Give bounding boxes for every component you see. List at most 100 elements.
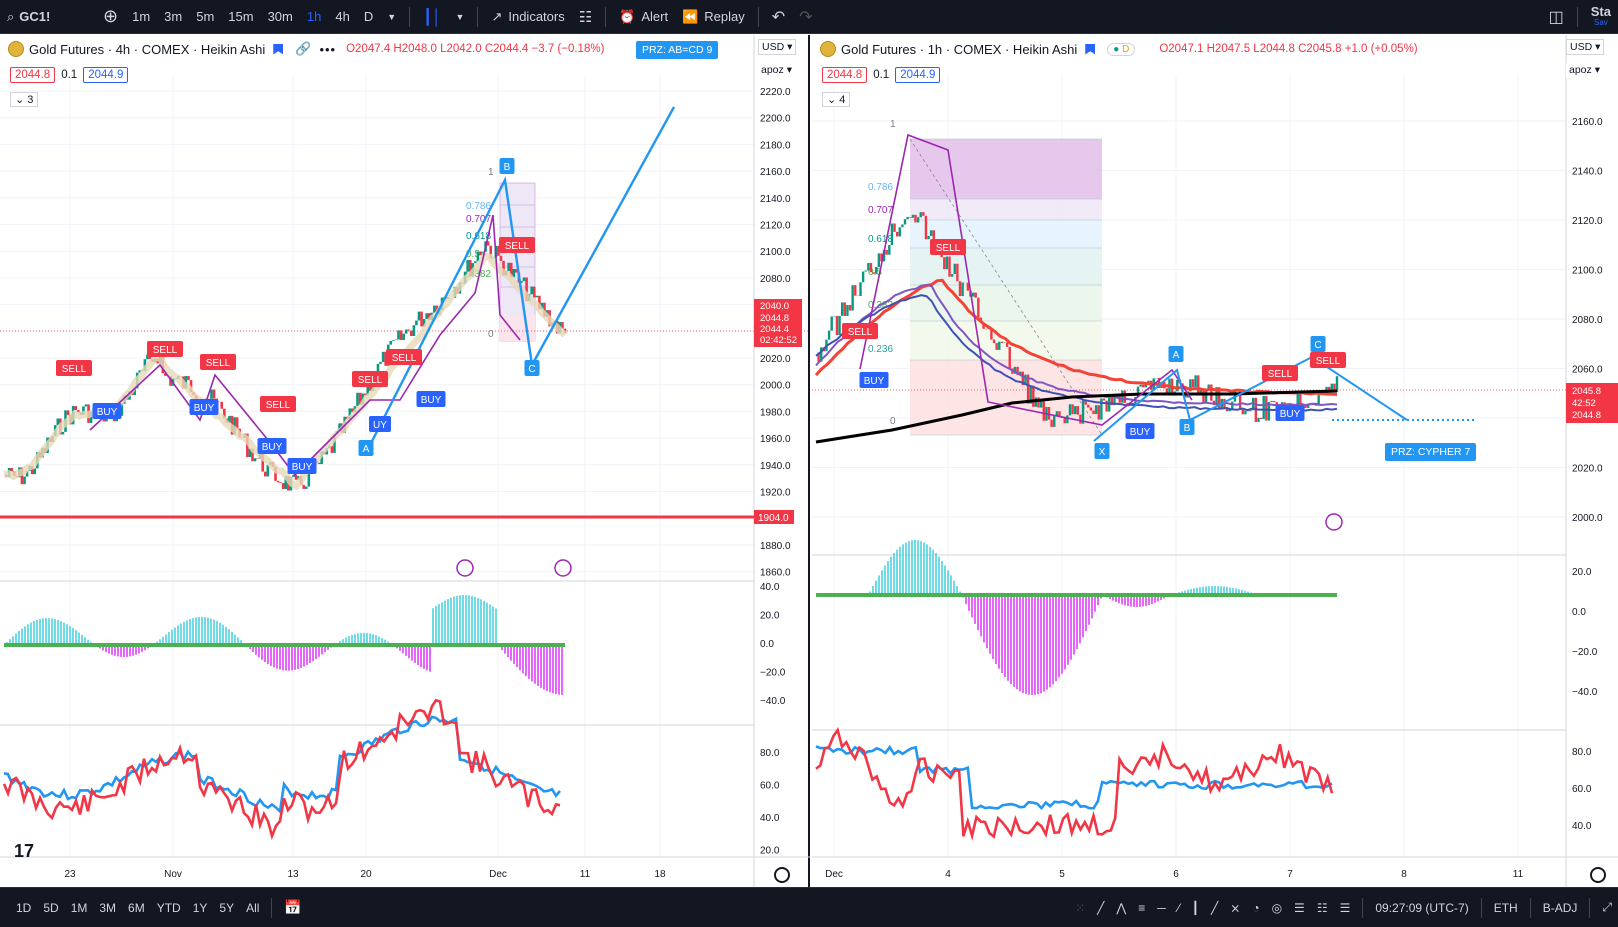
gear-icon[interactable] [1590, 867, 1606, 883]
tradingview-logo[interactable]: 17 [14, 841, 35, 861]
timeframe-1h[interactable]: 1h [306, 9, 322, 24]
currency-selector[interactable]: USD ▾ [758, 39, 797, 55]
range-1m[interactable]: 1M [70, 900, 88, 915]
timeframe-4h[interactable]: 4h [335, 9, 350, 24]
range-all[interactable]: All [246, 900, 260, 915]
range-5d[interactable]: 5D [43, 900, 59, 915]
horizontal-line-tool-icon[interactable]: ─ [1157, 900, 1166, 915]
event-icon [456, 559, 474, 577]
fib-label: 0.707 [466, 214, 491, 225]
range-1y[interactable]: 1Y [192, 900, 208, 915]
timeframe-3m[interactable]: 3m [164, 9, 183, 24]
more-icon[interactable]: ••• [319, 41, 337, 57]
timeframe-dropdown[interactable]: ▼ [387, 11, 397, 22]
currency-label: USD [762, 41, 785, 53]
sell-price[interactable]: 2044.8 [822, 67, 868, 83]
buy-signal-label: UY [373, 420, 387, 431]
compare-add-button[interactable]: ⊕ [103, 6, 119, 26]
current-price-label: 2044.4 [760, 324, 789, 335]
pattern-tool-icon[interactable]: ⋀ [1116, 900, 1127, 915]
prz-cypher-label[interactable]: PRZ: CYPHER 7 [1385, 443, 1477, 461]
target-tool-icon[interactable]: ◎ [1271, 900, 1283, 915]
currency-selector[interactable]: USD ▾ [1566, 39, 1605, 55]
current-price-bg [754, 311, 802, 347]
trend-line-tool-icon[interactable]: ╱ [1211, 900, 1219, 915]
indicator-collapse-button[interactable]: ⌄ 3 [10, 92, 39, 107]
panel-toggle-icon[interactable]: ◫ [1548, 8, 1564, 26]
save-area[interactable]: Sta Sav [1584, 0, 1618, 34]
right-legend: Gold Futures · 1h · COMEX · Heikin Ashi … [820, 41, 1418, 57]
fib-channel-tool-icon[interactable]: ☰ [1294, 900, 1305, 915]
fib-zone [910, 285, 1102, 321]
spread: 0.1 [873, 69, 890, 81]
right-title[interactable]: Gold Futures · 1h · COMEX · Heikin Ashi [841, 41, 1078, 57]
left-chart-canvas[interactable]: 2220.0 2200.0 2180.0 2160.0 2140.0 2120.0 2100… [0, 35, 810, 887]
xabcd-tool-icon[interactable]: ⨯ [1230, 900, 1241, 915]
expand-icon[interactable]: ⤢ [1602, 900, 1612, 914]
range-3m[interactable]: 3M [99, 900, 117, 915]
link-icon[interactable]: 🔗 [295, 41, 312, 56]
rsi-tick-label: 20.0 [760, 846, 780, 857]
menu-icon[interactable]: ☰ [1339, 900, 1351, 915]
left-title[interactable]: Gold Futures · 4h · COMEX · Heikin Ashi [29, 41, 266, 57]
fib-label: 0.786 [868, 182, 893, 193]
range-1d[interactable]: 1D [16, 900, 32, 915]
range-5y[interactable]: 5Y [219, 900, 235, 915]
divider [1480, 897, 1482, 918]
price-tick-label: 2100.0 [1572, 266, 1603, 277]
price-tick-label: 2120.0 [760, 221, 791, 232]
timeframe-d[interactable]: D [363, 9, 374, 24]
right-chart-canvas[interactable]: 2160.02140.02120.02100.02080.02060.02040… [812, 35, 1618, 887]
time-tick-label: 11 [1513, 869, 1524, 880]
session-toggle[interactable]: ETH [1493, 900, 1518, 915]
price-tick-label: 2080.0 [760, 274, 791, 285]
replay-button[interactable]: ⏪ Replay [675, 0, 752, 34]
trend-angle-tool-icon[interactable]: ≡ [1138, 900, 1146, 915]
fib-retracement-tool-icon[interactable]: ╱ [1097, 900, 1105, 915]
alert-button[interactable]: ⏰ Alert [612, 0, 675, 34]
buy-price[interactable]: 2044.9 [895, 67, 941, 83]
buy-price[interactable]: 2044.9 [83, 67, 129, 83]
indicators-button[interactable]: ↗ Indicators [484, 0, 571, 34]
sell-signal-label: SELL [392, 353, 417, 364]
timeframe-15m[interactable]: 15m [228, 9, 254, 24]
ray-tool-icon[interactable]: ⁄ [1177, 900, 1180, 915]
chart-style-dropdown[interactable]: ▼ [455, 11, 465, 22]
clock-time[interactable]: 09:27:09 (UTC-7) [1375, 900, 1469, 915]
layout-icon[interactable]: ☷ [578, 8, 593, 26]
parallel-channel-tool-icon[interactable]: ☷ [1316, 900, 1328, 915]
flag-icon[interactable] [273, 43, 284, 55]
buy-signal-label-bg [287, 458, 317, 474]
save-label: Sta [1590, 3, 1611, 19]
chart-pane-right[interactable]: 2160.02140.02120.02100.02080.02060.02040… [812, 35, 1618, 887]
unit-selector[interactable]: apoz ▾ [1566, 63, 1603, 77]
adjustment-toggle[interactable]: B-ADJ [1542, 900, 1578, 915]
timeframe-5m[interactable]: 5m [196, 9, 215, 24]
chart-type-icon[interactable]: ┃│ [423, 8, 442, 26]
indicator-collapse-button[interactable]: ⌄ 4 [822, 92, 851, 107]
current-price-label: 02:42:52 [760, 335, 797, 346]
drag-handle-icon[interactable]: ⁙ [1075, 900, 1086, 915]
point-c-label: C [528, 364, 535, 375]
chart-pane-left[interactable]: 2220.0 2200.0 2180.0 2160.0 2140.0 2120.0 2100… [0, 35, 810, 887]
gear-icon[interactable] [774, 867, 790, 883]
buy-signal-label: BUY [97, 407, 118, 418]
bar-pattern-tool-icon[interactable]: ┃ [1191, 900, 1200, 915]
symbol-search[interactable]: ⌕ GC1! [0, 0, 96, 34]
range-6m[interactable]: 6M [128, 900, 145, 915]
fib-label: 0 [890, 416, 896, 427]
timeframe-1m[interactable]: 1m [132, 9, 151, 24]
redo-icon[interactable]: ↷ [799, 8, 813, 26]
range-ytd[interactable]: YTD [156, 900, 181, 915]
timeframe-30m[interactable]: 30m [267, 9, 293, 24]
undo-icon[interactable]: ↶ [771, 8, 786, 26]
calendar-icon[interactable]: 📅 [284, 899, 302, 915]
measure-tool-icon[interactable]: ◔ [1252, 900, 1260, 915]
point-x-label: X [1099, 447, 1106, 458]
unit-selector[interactable]: apoz ▾ [758, 63, 795, 77]
sell-price[interactable]: 2044.8 [10, 67, 56, 83]
flag-icon[interactable] [1085, 43, 1096, 55]
data-status-badge[interactable]: ● D [1107, 42, 1136, 56]
right-ohlc: O2047.1 H2047.5 L2044.8 C2045.8 +1.0 (+0… [1159, 43, 1418, 55]
prz-abcd-label[interactable]: PRZ: AB=CD 9 [636, 41, 719, 59]
